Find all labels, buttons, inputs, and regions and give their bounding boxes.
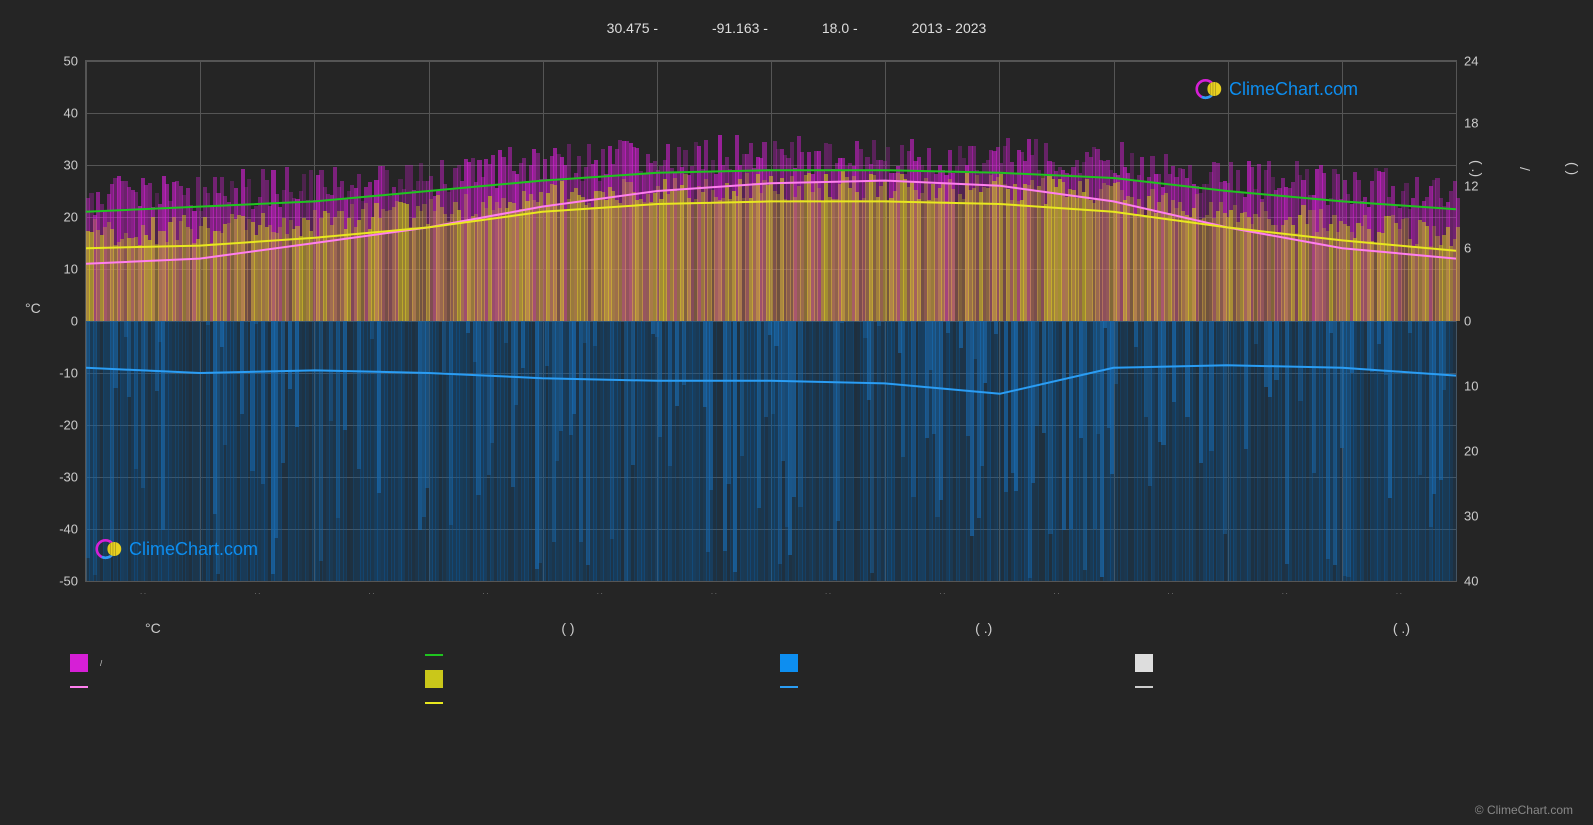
legend-item (425, 702, 780, 704)
legend-item (70, 686, 425, 688)
legend-swatch (1135, 654, 1153, 672)
y-right-tick: 12 (1464, 178, 1478, 193)
header-elev: 18.0 - (822, 20, 858, 36)
legend-header-1: °C (145, 620, 161, 636)
legend-col (1135, 654, 1490, 704)
legend-item: / (70, 654, 425, 672)
legend-header-3: ( .) (975, 620, 992, 636)
legend: °C ( ) ( .) ( .) / (70, 620, 1490, 704)
legend-headers: °C ( ) ( .) ( .) (70, 620, 1490, 636)
y-left-tick: 30 (64, 158, 78, 173)
legend-swatch (425, 670, 443, 688)
legend-swatch (780, 654, 798, 672)
brand-text-top: ClimeChart.com (1229, 79, 1358, 100)
brand-logo-top: ClimeChart.com (1195, 75, 1358, 103)
y-left-tick: 0 (71, 314, 78, 329)
y-right-tick: 30 (1464, 509, 1478, 524)
legend-item (425, 654, 780, 656)
x-tick: . . (825, 589, 831, 596)
plot-area: 50403020100-10-20-30-40-5024181260102030… (85, 60, 1457, 582)
legend-header-2: ( ) (561, 620, 574, 636)
legend-swatch (70, 686, 88, 688)
legend-col: / (70, 654, 425, 704)
x-tick: . . (1396, 589, 1402, 596)
x-tick: . . (1282, 589, 1288, 596)
x-tick: . . (1168, 589, 1174, 596)
y-left-tick: -30 (59, 470, 78, 485)
legend-item (780, 654, 1135, 672)
y-right-axis-label: ( ) / ( .) (1469, 160, 1581, 177)
legend-item (1135, 654, 1490, 672)
logo-icon (1195, 75, 1223, 103)
copyright: © ClimeChart.com (1475, 803, 1573, 817)
legend-item (425, 670, 780, 688)
legend-col (425, 654, 780, 704)
x-tick: . . (939, 589, 945, 596)
legend-swatch (70, 654, 88, 672)
y-left-tick: -50 (59, 574, 78, 589)
x-tick: . . (711, 589, 717, 596)
legend-swatch (425, 702, 443, 704)
y-right-tick: 0 (1464, 314, 1471, 329)
x-tick: . . (597, 589, 603, 596)
x-tick: . . (254, 589, 260, 596)
y-left-tick: 40 (64, 106, 78, 121)
y-left-axis-label: °C (25, 300, 41, 316)
legend-header-4: ( .) (1393, 620, 1410, 636)
legend-swatch (1135, 686, 1153, 688)
y-left-tick: -10 (59, 366, 78, 381)
y-left-tick: 10 (64, 262, 78, 277)
brand-text-bottom: ClimeChart.com (129, 539, 258, 560)
y-right-tick: 20 (1464, 444, 1478, 459)
logo-icon (95, 535, 123, 563)
x-tick: . . (1053, 589, 1059, 596)
y-left-tick: -40 (59, 522, 78, 537)
y-left-tick: 20 (64, 210, 78, 225)
chart-header: 30.475 - -91.163 - 18.0 - 2013 - 2023 (0, 20, 1593, 36)
brand-logo-bottom: ClimeChart.com (95, 535, 258, 563)
legend-col (780, 654, 1135, 704)
legend-swatch (780, 686, 798, 688)
x-tick: . . (368, 589, 374, 596)
y-right-tick: 40 (1464, 574, 1478, 589)
legend-item (1135, 686, 1490, 688)
y-right-tick: 10 (1464, 379, 1478, 394)
x-tick: . . (483, 589, 489, 596)
x-tick: . . (140, 589, 146, 596)
chart-plot: 50403020100-10-20-30-40-5024181260102030… (85, 60, 1455, 580)
legend-grid: / (70, 654, 1490, 704)
legend-item (780, 686, 1135, 688)
header-lon: -91.163 - (712, 20, 768, 36)
y-right-tick: 18 (1464, 116, 1478, 131)
y-right-tick: 6 (1464, 241, 1471, 256)
y-right-tick: 24 (1464, 54, 1478, 69)
legend-swatch (425, 654, 443, 656)
y-left-tick: -20 (59, 418, 78, 433)
y-left-tick: 50 (64, 54, 78, 69)
legend-label: / (100, 659, 102, 668)
header-lat: 30.475 - (607, 20, 658, 36)
header-years: 2013 - 2023 (912, 20, 987, 36)
gridline-h (86, 581, 1456, 582)
